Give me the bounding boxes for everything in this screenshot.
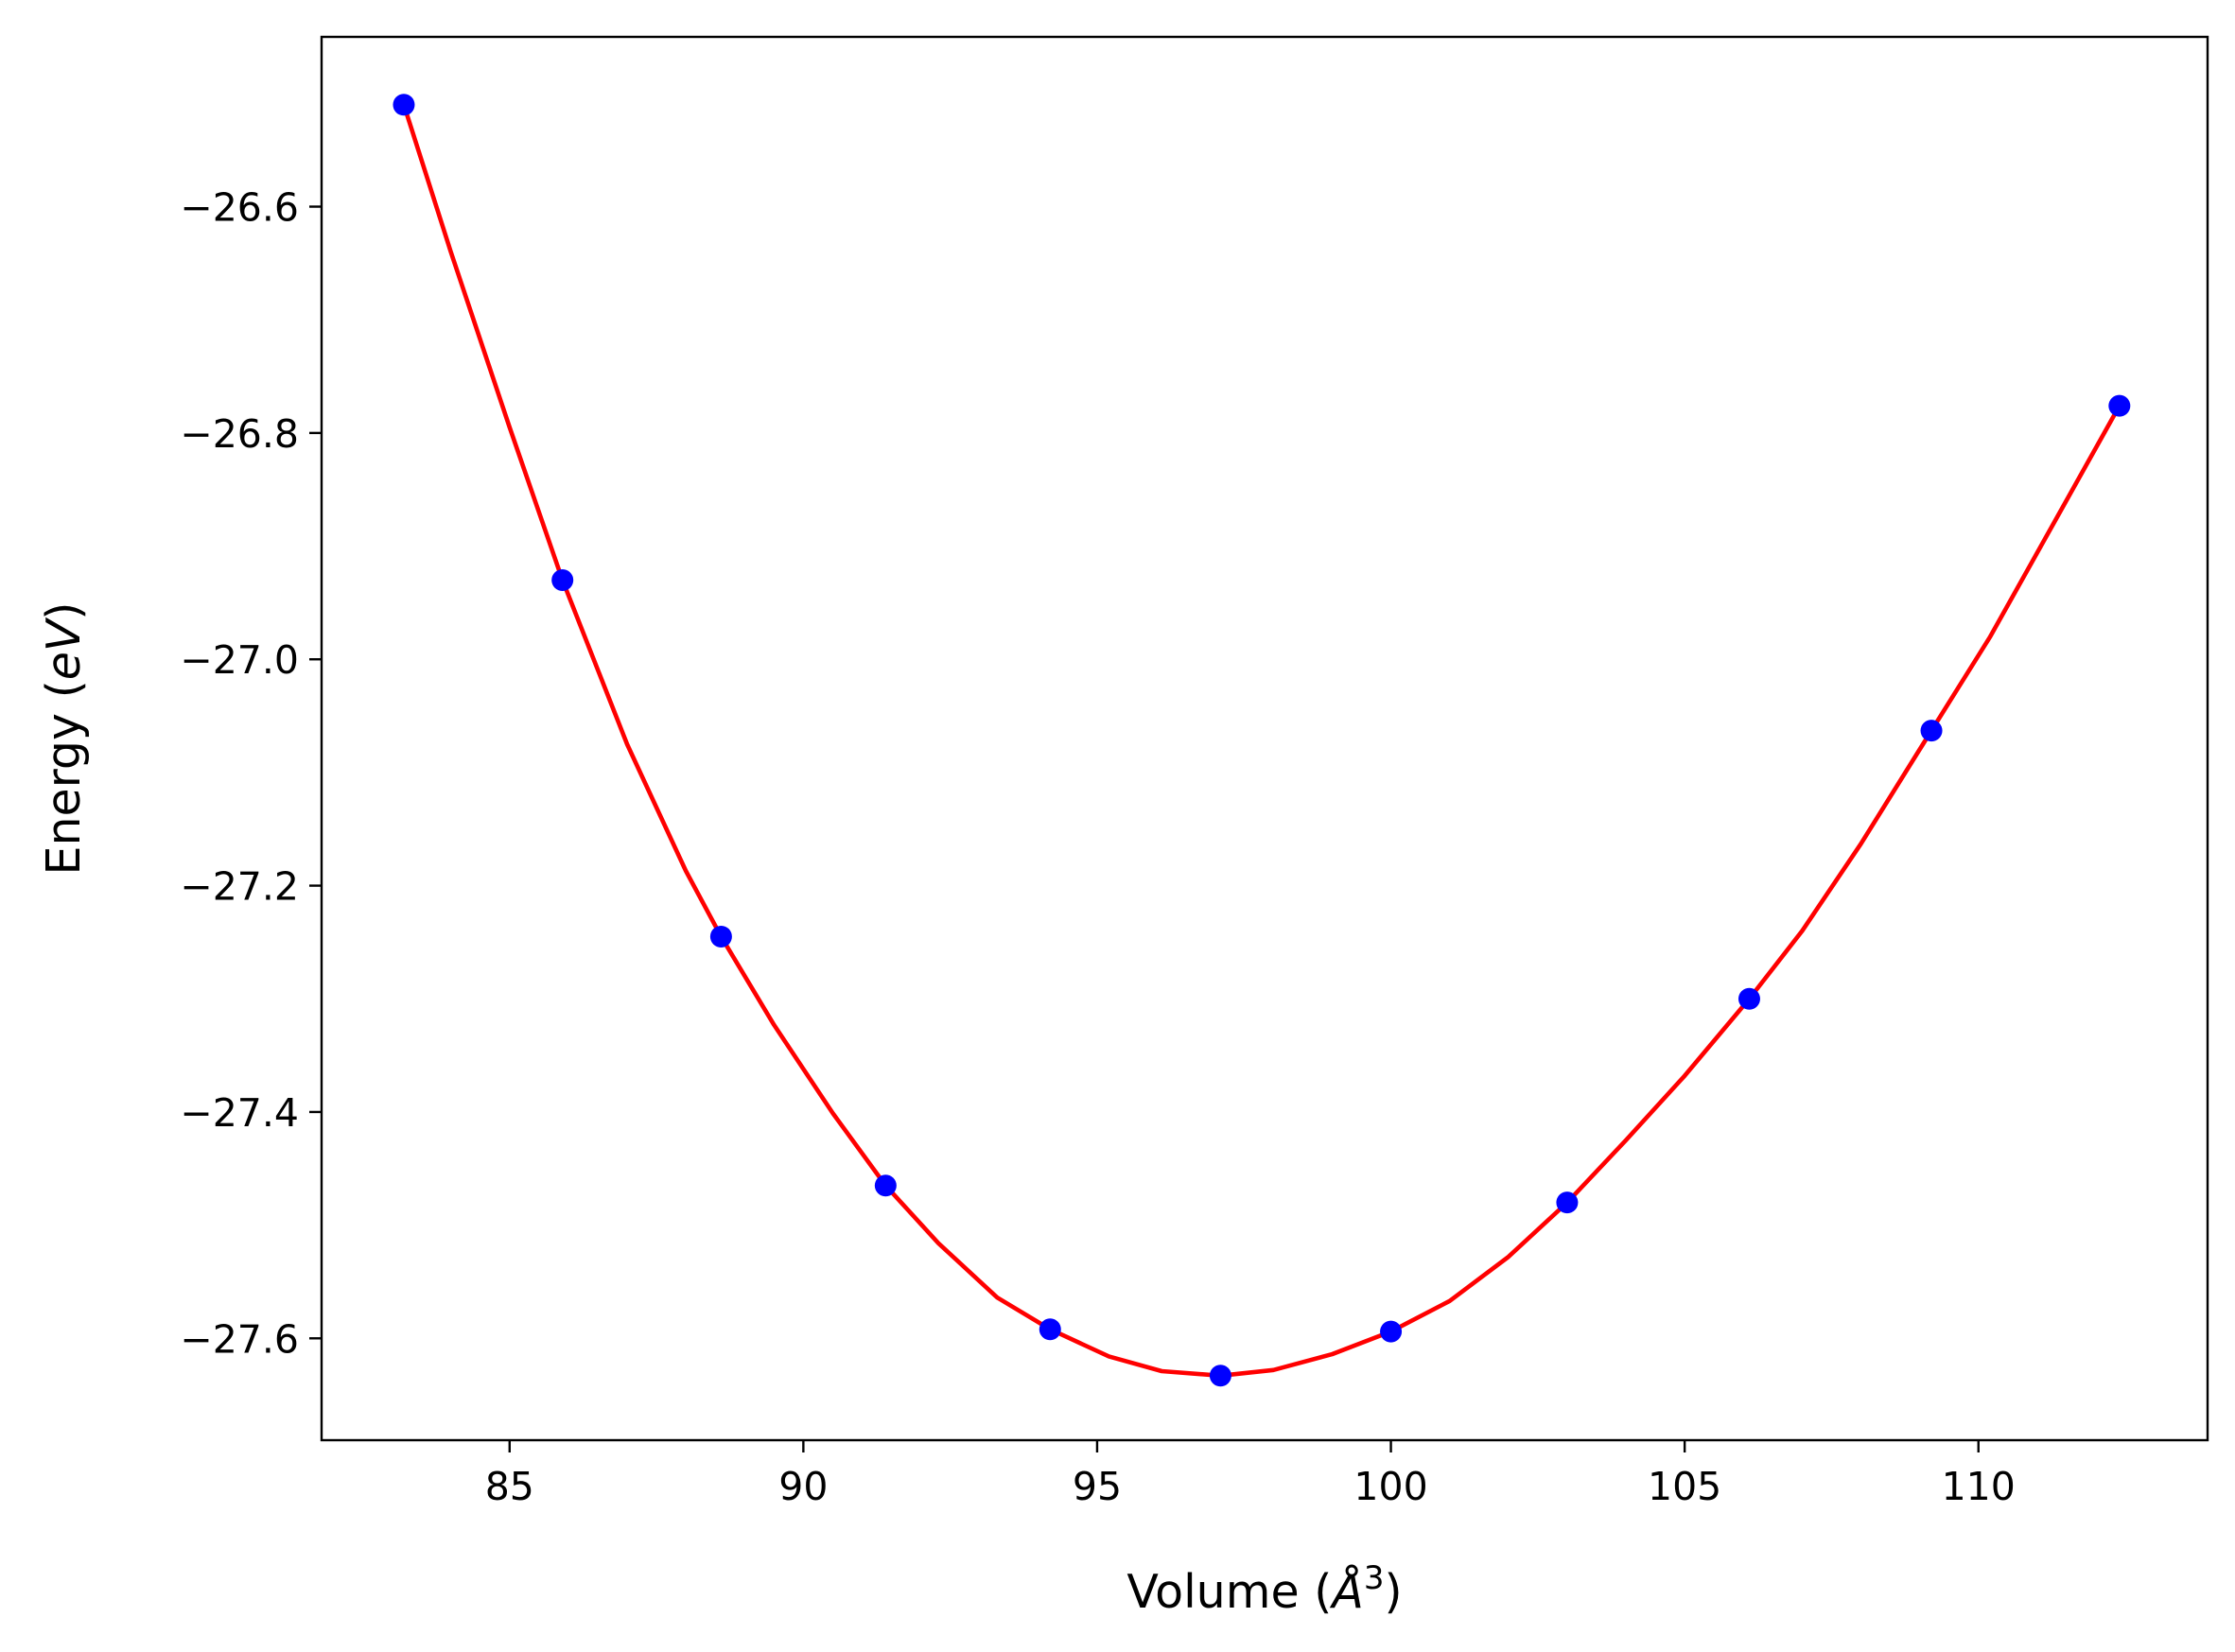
x-axis-title-prefix: Volume ( — [1126, 1565, 1332, 1619]
y-tick-label: −27.2 — [180, 864, 299, 910]
axes-frame — [320, 35, 2209, 1442]
data-point — [393, 94, 415, 116]
x-axis-title-suffix: ) — [1384, 1565, 1402, 1619]
x-tick-label: 105 — [1648, 1464, 1721, 1509]
data-point — [1039, 1318, 1061, 1341]
data-point — [551, 568, 574, 591]
y-tick-label: −26.8 — [180, 411, 299, 457]
data-point — [874, 1174, 897, 1197]
x-tick-label: 95 — [1073, 1464, 1122, 1509]
x-tick-label: 100 — [1353, 1464, 1427, 1509]
plot-area — [393, 94, 2131, 1387]
x-tick-label: 110 — [1942, 1464, 2016, 1509]
y-axis-title: Energy (eV) — [37, 601, 91, 875]
data-point — [2108, 394, 2131, 417]
y-tick-label: −27.4 — [180, 1090, 299, 1136]
x-axis-title-unit: Å — [1329, 1563, 1364, 1619]
y-axis-title-unit: eV — [37, 617, 91, 680]
data-point — [1920, 720, 1943, 742]
y-tick-label: −27.6 — [180, 1316, 299, 1362]
data-point — [709, 925, 732, 948]
x-tick-label: 85 — [485, 1464, 534, 1509]
data-point — [1209, 1365, 1231, 1387]
x-axis-title: Volume (Å3) — [1126, 1559, 1402, 1619]
data-point — [1380, 1320, 1403, 1343]
x-axis-title-exponent: 3 — [1364, 1559, 1385, 1597]
x-axis: 85 90 95 100 105 110 — [485, 1440, 2016, 1509]
y-axis-title-prefix: Energy ( — [37, 680, 91, 875]
data-point — [1556, 1191, 1579, 1214]
y-tick-label: −27.0 — [180, 637, 299, 683]
y-axis: −26.6 −26.8 −27.0 −27.2 −27.4 −27.6 — [180, 185, 322, 1362]
data-point — [1737, 987, 1760, 1010]
y-tick-label: −26.6 — [180, 185, 299, 231]
y-axis-title-suffix: ) — [37, 601, 91, 619]
x-tick-label: 90 — [778, 1464, 828, 1509]
